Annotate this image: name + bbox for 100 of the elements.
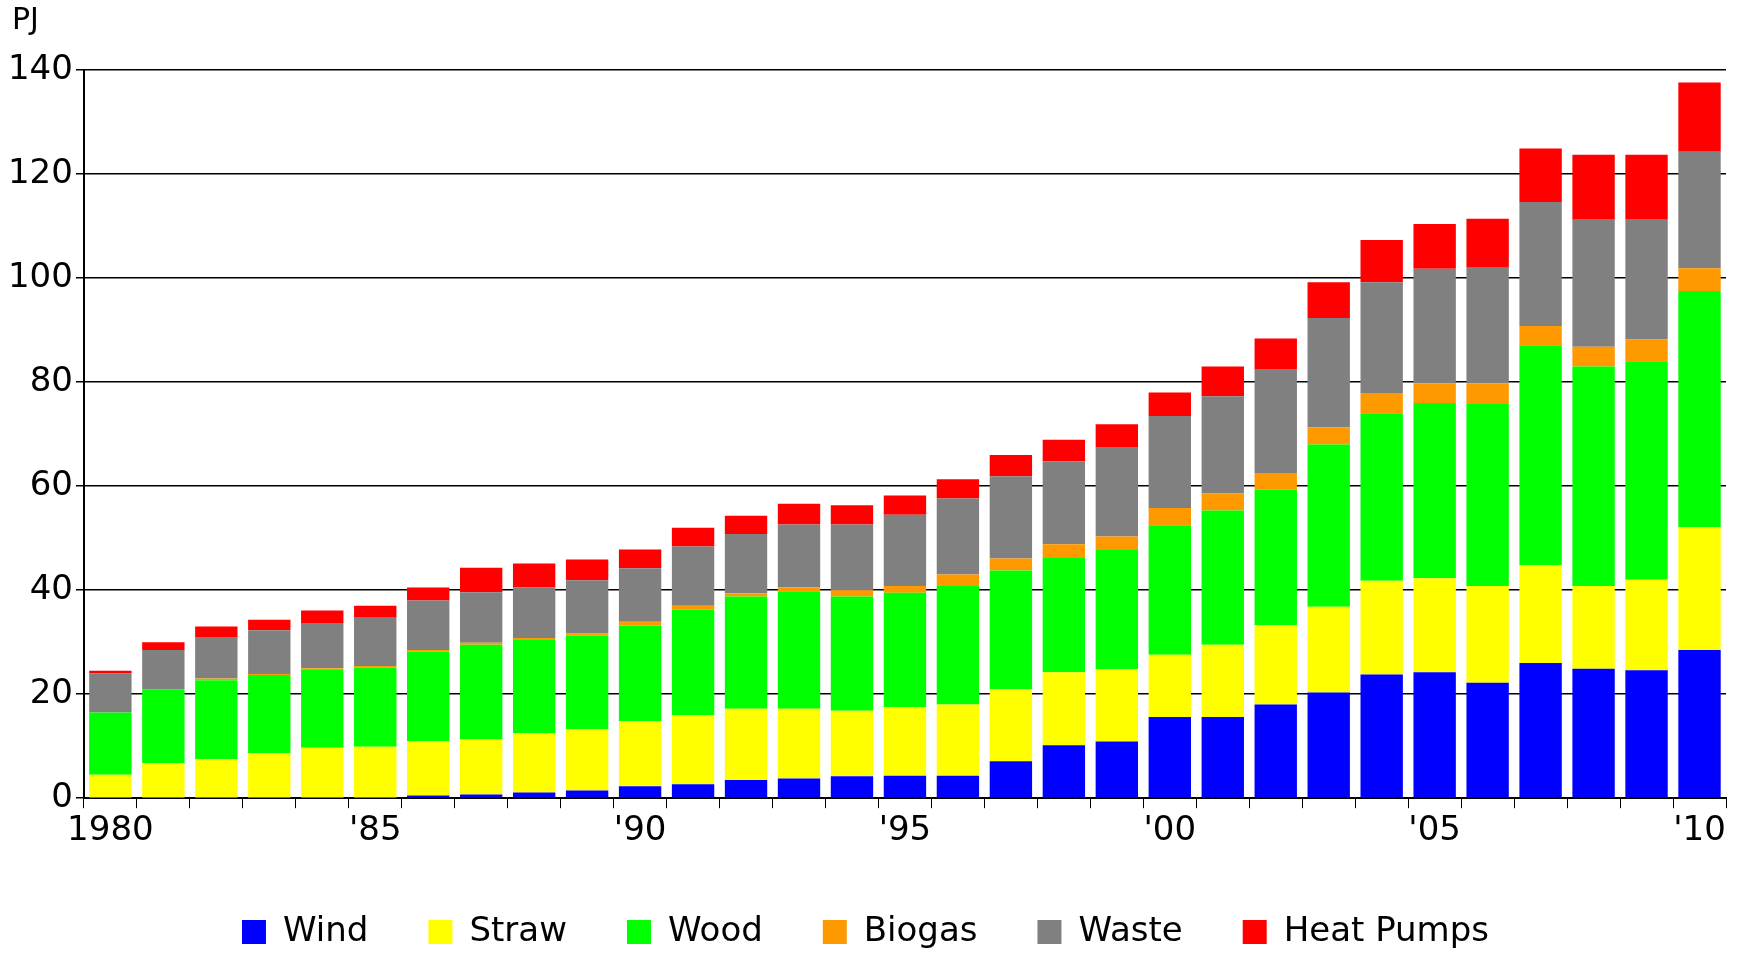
x-tick-label: '10 — [1673, 808, 1726, 849]
bar — [248, 752, 291, 798]
bar — [1413, 268, 1456, 384]
legend-label: Wood — [667, 908, 763, 949]
bar — [459, 567, 503, 593]
legend-label: Heat Pumps — [1283, 908, 1490, 949]
bar — [1413, 578, 1456, 673]
legend-label: Biogas — [863, 908, 978, 949]
bar — [989, 558, 1033, 571]
bar — [1519, 662, 1562, 798]
bar — [1254, 338, 1297, 370]
bar — [1360, 393, 1403, 414]
x-tick-label: '05 — [1408, 808, 1461, 849]
bar — [142, 690, 185, 764]
bar — [1148, 525, 1191, 655]
bar — [248, 674, 291, 753]
bar — [89, 712, 132, 775]
bar — [1678, 649, 1721, 798]
bar — [565, 633, 609, 636]
y-tick-label: 40 — [29, 566, 73, 607]
bar — [989, 688, 1033, 762]
bar — [1466, 218, 1509, 268]
bar — [1413, 672, 1456, 798]
bar — [671, 609, 715, 715]
legend-label: Straw — [469, 908, 567, 949]
bar — [301, 669, 344, 748]
bar — [830, 776, 874, 798]
bar — [1360, 413, 1403, 581]
bar — [1307, 318, 1350, 428]
bar — [1307, 427, 1350, 445]
bar — [777, 503, 821, 525]
bar — [1572, 154, 1615, 220]
bar — [1678, 82, 1721, 152]
bar — [195, 636, 238, 679]
bar — [407, 587, 450, 601]
bar — [1678, 527, 1721, 650]
bar — [1625, 339, 1668, 362]
bar — [407, 740, 450, 796]
bar — [1678, 268, 1721, 292]
y-tick-label: 120 — [7, 150, 73, 191]
bar — [1413, 402, 1456, 579]
bar — [1572, 668, 1615, 798]
bar — [512, 587, 556, 638]
bar — [671, 784, 715, 798]
bar — [1201, 717, 1244, 798]
bar — [195, 626, 238, 637]
bar — [354, 605, 397, 618]
bar — [1148, 717, 1191, 798]
bar — [1466, 383, 1509, 404]
bar — [1572, 366, 1615, 586]
bar — [830, 596, 874, 711]
y-tick-label: 140 — [7, 46, 73, 87]
bar — [936, 498, 980, 575]
bar — [301, 622, 344, 669]
bar — [883, 592, 927, 708]
bar — [989, 476, 1033, 559]
bar — [1042, 672, 1086, 746]
y-axis-title: PJ — [12, 0, 39, 36]
bar — [777, 778, 821, 798]
bar — [1572, 585, 1615, 669]
bar — [1678, 291, 1721, 528]
y-tick-label: 100 — [7, 254, 73, 295]
bar — [1466, 267, 1509, 384]
bar — [1042, 544, 1086, 558]
bar — [459, 739, 503, 795]
bar — [1519, 148, 1562, 203]
bar — [936, 585, 980, 705]
bar — [989, 761, 1033, 798]
bar — [1307, 282, 1350, 319]
bar — [512, 638, 556, 641]
y-tick-label: 20 — [29, 671, 73, 711]
bar — [142, 763, 185, 798]
bar — [1148, 415, 1191, 508]
legend-label: Wind — [282, 908, 369, 949]
bar — [565, 635, 609, 730]
bar — [407, 651, 450, 741]
bar — [407, 600, 450, 650]
bar — [1572, 219, 1615, 347]
bar — [1042, 439, 1086, 462]
bar — [883, 514, 927, 586]
bar — [1201, 366, 1244, 397]
bar — [618, 625, 662, 722]
bar — [1413, 383, 1456, 403]
bar — [724, 515, 768, 534]
bar — [1254, 624, 1297, 705]
bar — [1254, 369, 1297, 474]
bar — [1519, 325, 1562, 346]
bar — [512, 563, 556, 588]
bar — [1572, 346, 1615, 367]
bar — [936, 479, 980, 499]
bar — [1148, 507, 1191, 526]
bar — [1307, 444, 1350, 607]
bar — [1095, 447, 1139, 537]
bar — [1201, 644, 1244, 718]
bar — [1625, 579, 1668, 671]
bar — [1466, 682, 1509, 798]
bar — [1360, 674, 1403, 798]
bar — [301, 610, 344, 623]
bar — [301, 747, 344, 798]
bar — [936, 574, 980, 586]
